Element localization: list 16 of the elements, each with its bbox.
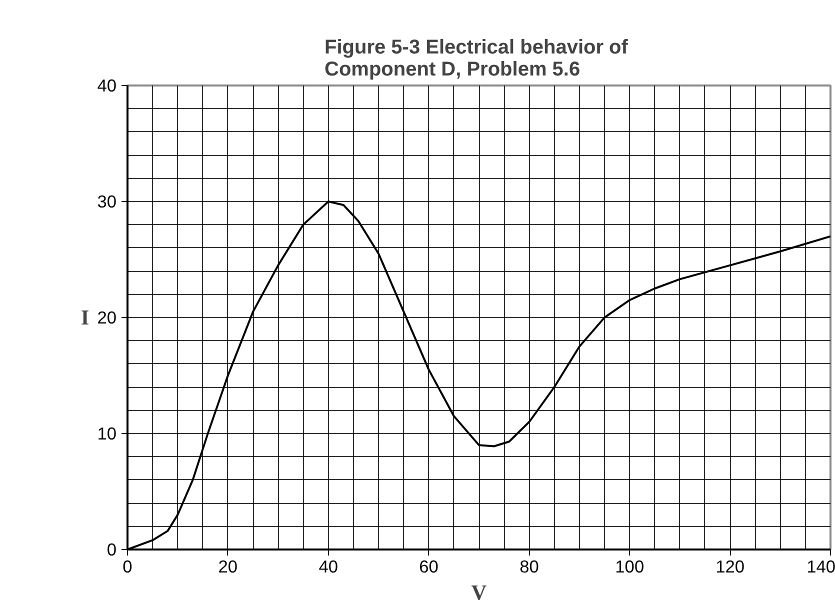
y-tick-label: 10	[97, 424, 117, 444]
x-tick-label: 60	[419, 556, 438, 576]
x-tick-label: 100	[615, 556, 644, 576]
y-tick-label: 20	[97, 308, 117, 328]
x-axis-title: V	[471, 580, 488, 604]
x-tick-label: 20	[218, 556, 238, 576]
y-axis-title: I	[80, 306, 90, 330]
y-tick-label: 40	[97, 76, 117, 96]
chart-title: Figure 5-3 Electrical behavior of Component D, Problem 5.6	[324, 36, 628, 80]
x-tick-label: 140	[806, 556, 835, 576]
y-tick-label: 30	[97, 192, 117, 212]
y-tick-label: 0	[106, 540, 117, 560]
x-tick-label: 40	[318, 556, 338, 576]
x-tick-label: 120	[716, 556, 745, 576]
x-tick-label: 0	[122, 556, 132, 576]
x-tick-label: 80	[520, 556, 539, 576]
